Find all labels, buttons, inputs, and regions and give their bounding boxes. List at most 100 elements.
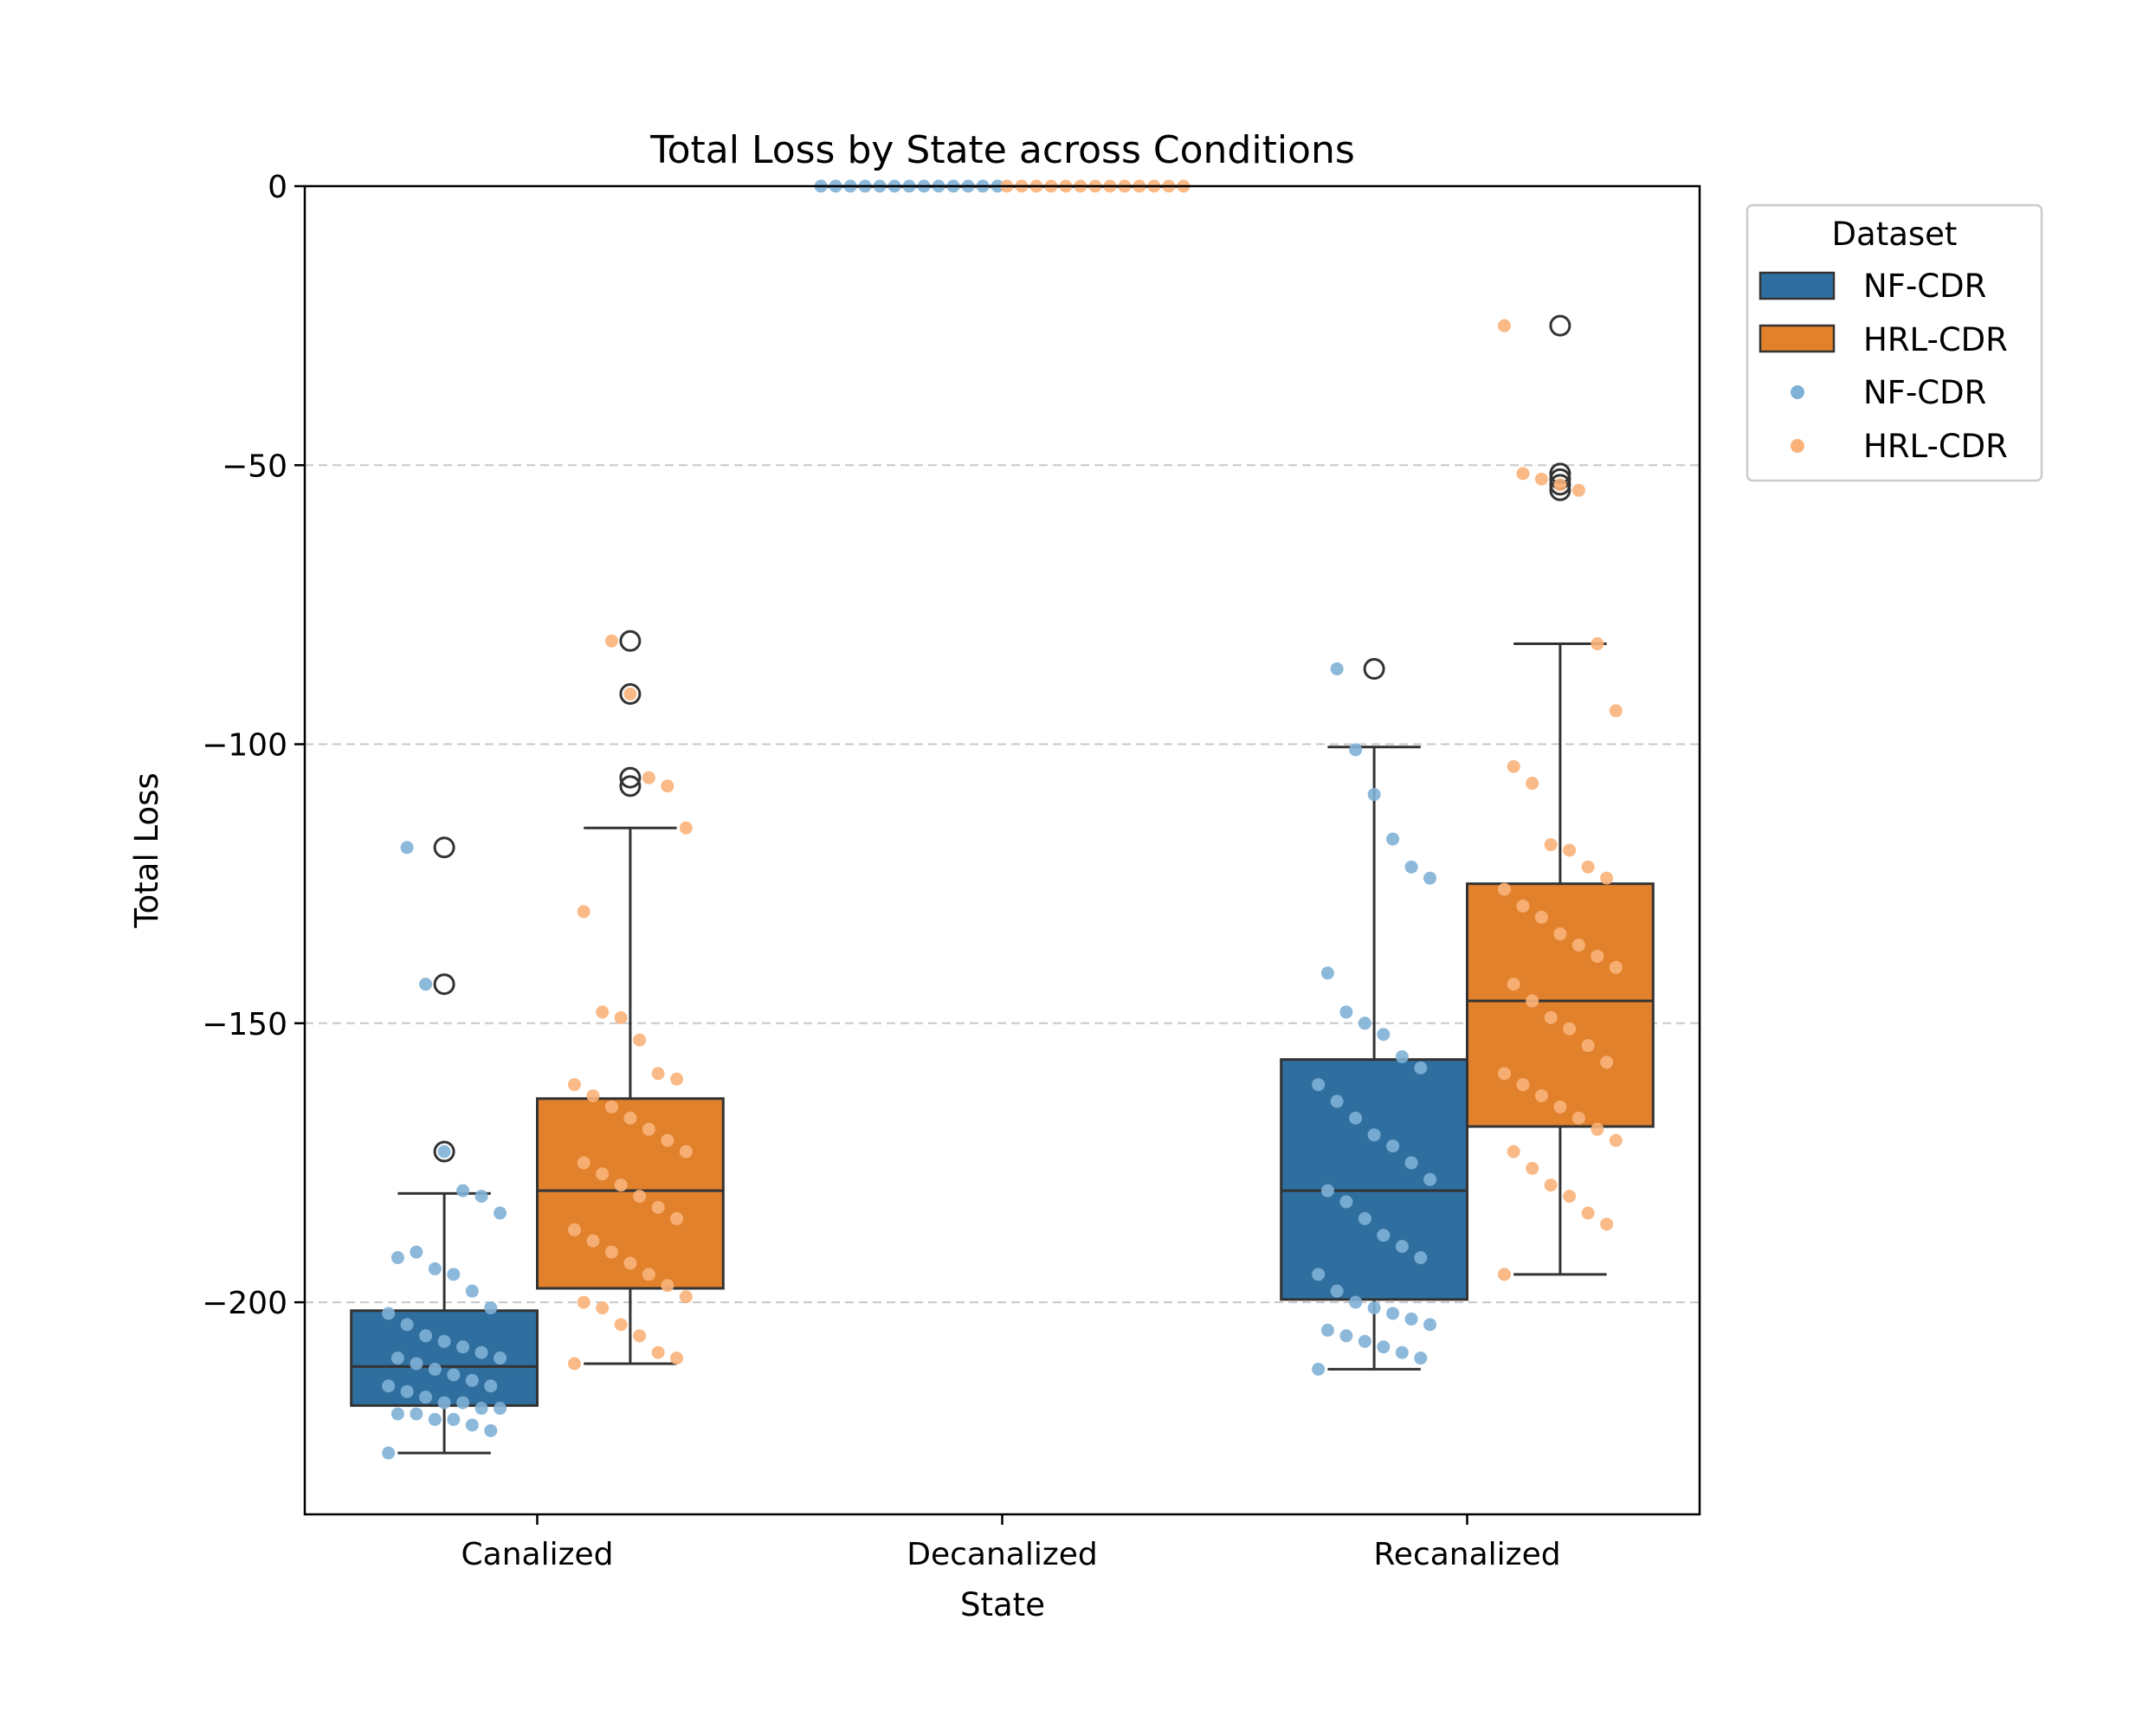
data-point (447, 1368, 461, 1382)
data-point (1404, 860, 1418, 874)
data-point (410, 1407, 423, 1421)
data-point (651, 1067, 665, 1081)
data-point (642, 1122, 655, 1136)
data-point (1553, 927, 1567, 941)
data-point (1516, 467, 1530, 481)
outlier-marker (1549, 314, 1571, 337)
data-point (1526, 777, 1539, 791)
data-point (1544, 1178, 1558, 1192)
data-point (1526, 1161, 1539, 1175)
data-point (382, 1307, 396, 1320)
data-point (623, 1256, 637, 1270)
y-tick-label: −150 (202, 1007, 287, 1042)
data-point (484, 1301, 498, 1315)
data-point (1367, 1128, 1381, 1142)
data-point (642, 771, 655, 784)
data-point (400, 1318, 414, 1332)
y-axis-label: Total Loss (128, 772, 165, 928)
data-point (1349, 743, 1363, 757)
data-point (1395, 1240, 1409, 1254)
outlier-marker (433, 1140, 455, 1163)
data-point (447, 1268, 461, 1281)
data-point (633, 1033, 647, 1047)
data-point (1609, 1133, 1623, 1147)
data-point (1507, 978, 1520, 991)
data-point (474, 1190, 488, 1204)
data-point (1526, 994, 1539, 1008)
data-point (651, 1346, 665, 1359)
data-point (661, 1279, 674, 1293)
data-point (390, 1251, 404, 1265)
data-point (1516, 1078, 1530, 1092)
data-point (1534, 1089, 1548, 1103)
data-point (400, 841, 414, 855)
data-point (400, 1384, 414, 1398)
data-point (1377, 1028, 1391, 1042)
data-point (1600, 1217, 1614, 1231)
data-point (1367, 1301, 1381, 1315)
data-point (633, 1190, 647, 1204)
data-point (419, 1329, 433, 1343)
data-point (1312, 1268, 1326, 1281)
data-point (1563, 1022, 1577, 1036)
data-point (1571, 939, 1585, 952)
data-point (577, 1156, 590, 1170)
data-point (1349, 1111, 1363, 1125)
data-point (1534, 910, 1548, 924)
y-axis: 0 −50 −100 −150 −200 (202, 170, 305, 1321)
data-point (1377, 1340, 1391, 1354)
data-point (670, 1352, 684, 1365)
data-point (1312, 1362, 1326, 1376)
legend: Dataset NF-CDR HRL-CDR NF-CDR HRL-CDR (1746, 203, 2043, 482)
data-point (1591, 637, 1604, 651)
legend-swatch-nf-cdr-box (1759, 271, 1836, 300)
data-point (1497, 882, 1511, 896)
data-point (456, 1340, 470, 1354)
data-point (1609, 960, 1623, 974)
data-point (437, 1396, 451, 1410)
y-tick-label: −200 (202, 1286, 287, 1321)
data-point (1581, 1039, 1595, 1053)
x-axis-label: State (960, 1586, 1045, 1623)
data-point (661, 1133, 674, 1147)
data-point (1507, 1145, 1520, 1158)
data-point (1320, 1323, 1334, 1337)
data-point (484, 1423, 498, 1437)
legend-marker-hrl-cdr-point (1791, 439, 1804, 453)
data-point (419, 978, 433, 991)
data-point (474, 1346, 488, 1359)
data-point (419, 1391, 433, 1404)
data-point (586, 1089, 600, 1103)
data-point (1349, 1295, 1363, 1309)
data-point (577, 1295, 590, 1309)
data-point (1423, 1172, 1437, 1186)
data-point (1600, 1055, 1614, 1069)
outlier-marker (1549, 474, 1571, 496)
data-point (494, 1402, 507, 1416)
data-point (614, 1318, 628, 1332)
data-point (1339, 1195, 1353, 1209)
data-point (1358, 1334, 1371, 1348)
data-point (1534, 472, 1548, 486)
data-point (465, 1284, 479, 1298)
data-point (1312, 1078, 1326, 1092)
data-point (670, 1211, 684, 1225)
data-point (1563, 1190, 1577, 1204)
data-point (1367, 788, 1381, 802)
data-point (1386, 1139, 1400, 1153)
data-point (567, 1078, 581, 1092)
data-point (670, 1072, 684, 1086)
data-point (1339, 1329, 1353, 1343)
data-point (623, 1111, 637, 1125)
data-point (1553, 1100, 1567, 1113)
legend-label-nf-cdr-box: NF-CDR (1863, 268, 1986, 305)
data-point (633, 1329, 647, 1343)
data-point (1395, 1346, 1409, 1359)
data-point (1544, 838, 1558, 852)
data-point (1497, 1067, 1511, 1081)
data-point (447, 1412, 461, 1426)
data-point (1320, 1184, 1334, 1197)
box-body (536, 1097, 725, 1290)
data-point (410, 1245, 423, 1259)
legend-label-hrl-cdr-box: HRL-CDR (1863, 321, 2008, 358)
